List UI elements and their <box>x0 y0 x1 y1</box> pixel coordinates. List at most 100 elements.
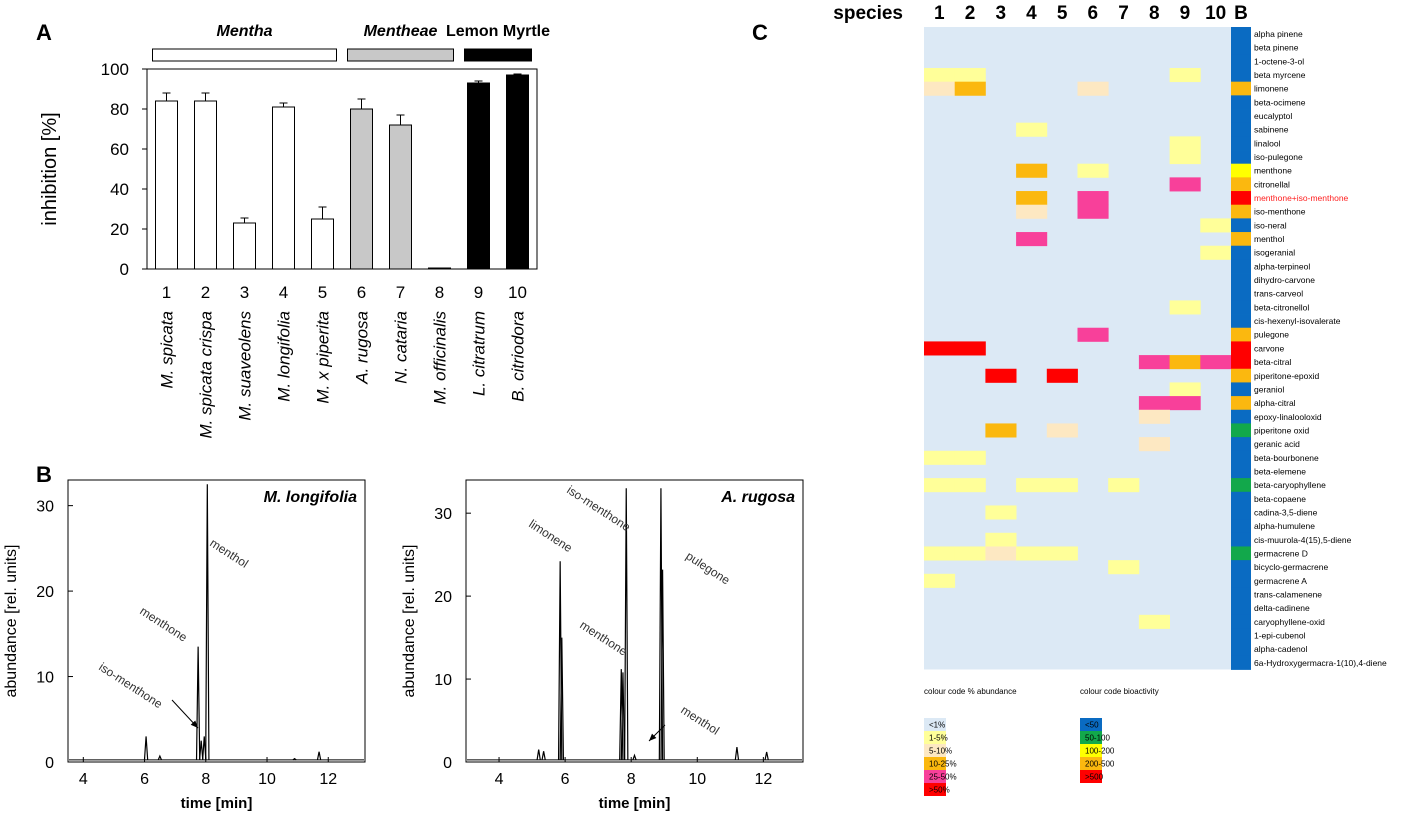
panel-label-a: A <box>36 20 52 45</box>
heatmap-cell <box>1016 191 1048 206</box>
peak-annotation: menthone <box>577 618 630 659</box>
legend-swatch <box>1080 757 1102 770</box>
column-header: 3 <box>995 3 1006 24</box>
bioactivity-cell <box>1231 163 1251 178</box>
row-label: alpha-citral <box>1254 398 1296 408</box>
bioactivity-cell <box>1231 300 1251 315</box>
y-tick-label: 60 <box>110 140 129 159</box>
row-label: cis-hexenyl-isovalerate <box>1254 316 1341 326</box>
heatmap-cell <box>1169 396 1201 411</box>
row-label: geranic acid <box>1254 439 1300 449</box>
legend-swatch <box>924 770 946 783</box>
heatmap-cell <box>1016 204 1048 219</box>
row-label: eucalyptol <box>1254 111 1292 121</box>
heatmap-cell <box>1200 355 1232 370</box>
x-tick-label: 4 <box>79 771 88 788</box>
heatmap-cell <box>1077 204 1109 219</box>
category-number: 7 <box>396 283 405 302</box>
peak <box>632 753 637 761</box>
y-axis-label: inhibition [%] <box>39 112 61 225</box>
category-number: 10 <box>508 283 527 302</box>
column-header: 9 <box>1180 3 1191 24</box>
row-label: carvone <box>1254 343 1285 353</box>
row-label: germacrene D <box>1254 548 1308 558</box>
category-number: 9 <box>474 283 483 302</box>
bioactivity-cell <box>1231 532 1251 547</box>
plot-frame <box>465 479 804 763</box>
bioactivity-cell <box>1231 81 1251 96</box>
heatmap-cell <box>924 341 956 356</box>
heatmap-cell <box>1077 327 1109 342</box>
group-bar-0 <box>152 48 337 62</box>
y-tick-label: 40 <box>110 180 129 199</box>
panel-label-c: C <box>752 20 768 45</box>
heatmap-cell <box>924 573 956 588</box>
category-number: 8 <box>435 283 444 302</box>
heatmap-cell <box>954 478 986 493</box>
bioactivity-cell <box>1231 40 1251 55</box>
row-label: beta-elemene <box>1254 466 1306 476</box>
heatmap-cell <box>924 81 956 96</box>
legend-label: 50-100 <box>1085 734 1110 743</box>
row-label: cadina-3,5-diene <box>1254 507 1318 517</box>
row-label: menthone+iso-menthone <box>1254 193 1349 203</box>
bioactivity-cell <box>1231 191 1251 206</box>
category-label: L. citratrum <box>470 311 489 396</box>
peak <box>734 746 740 761</box>
peak <box>660 569 665 760</box>
category-label: M. officinalis <box>431 311 450 405</box>
column-header: 8 <box>1149 3 1160 24</box>
row-label: sabinene <box>1254 125 1289 135</box>
category-number: 5 <box>318 283 327 302</box>
category-label: M. spicata crispa <box>197 311 216 439</box>
heatmap-cell <box>1138 396 1170 411</box>
category-number: 4 <box>279 283 288 302</box>
column-header: 10 <box>1205 3 1226 24</box>
row-label: alpha-humulene <box>1254 521 1315 531</box>
bioactivity-cell <box>1231 437 1251 452</box>
column-header: 4 <box>1026 3 1037 24</box>
peak-annotation: iso-menthone <box>564 483 633 535</box>
row-label: beta-bourbonene <box>1254 453 1319 463</box>
legend-title-bioactivity: colour code bioactivity <box>1080 687 1159 696</box>
panel-label-b: B <box>36 462 52 487</box>
category-label: N. cataria <box>392 311 411 384</box>
x-tick-label: 4 <box>495 771 504 788</box>
legend-label: 200-500 <box>1085 760 1115 769</box>
category-label: M. suaveolens <box>236 311 255 421</box>
heatmap-cell <box>1016 163 1048 178</box>
row-label: iso-pulegone <box>1254 152 1303 162</box>
chromatogram-longifolia: 4 6 8 10 12 0 10 20 30 time [min] abundance [rel. … <box>3 479 366 812</box>
chart-title: A. rugosa <box>720 489 795 506</box>
peak <box>292 757 297 761</box>
x-tick-label: 8 <box>627 771 636 788</box>
bioactivity-cell <box>1231 573 1251 588</box>
plot-frame <box>67 479 366 763</box>
row-label: beta pinene <box>1254 43 1299 53</box>
heatmap-cell <box>954 68 986 83</box>
x-tick-label: 10 <box>258 771 276 788</box>
bioactivity-cell <box>1231 601 1251 616</box>
bar <box>311 218 334 270</box>
chart-title: M. longifolia <box>264 489 357 506</box>
peak-annotation: pulegone <box>683 549 732 588</box>
bar <box>467 82 490 270</box>
row-label: limonene <box>1254 84 1289 94</box>
heatmap-cell <box>1169 300 1201 315</box>
heatmap-cell <box>1077 163 1109 178</box>
bioactivity-cell <box>1231 341 1251 356</box>
x-tick-label: 6 <box>561 771 570 788</box>
x-tick-label: 8 <box>201 771 210 788</box>
bioactivity-cell <box>1231 368 1251 383</box>
bioactivity-cell <box>1231 122 1251 137</box>
peak <box>541 751 546 761</box>
legend-label: >50% <box>929 786 950 795</box>
bioactivity-cell <box>1231 286 1251 301</box>
heatmap-cell <box>1046 478 1078 493</box>
legend-swatch <box>1080 770 1102 783</box>
heatmap-cell <box>1016 546 1048 561</box>
peak <box>624 488 629 760</box>
legend-swatch <box>1080 718 1102 731</box>
row-label: isogeranial <box>1254 248 1295 258</box>
heatmap-cell <box>924 450 956 465</box>
